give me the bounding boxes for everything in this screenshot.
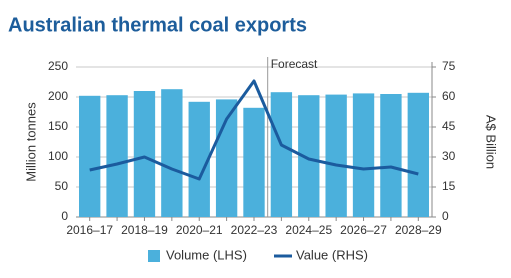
y2-tick-label: 15	[442, 179, 456, 193]
bar	[243, 107, 265, 217]
x-tick-label: 2018–19	[121, 223, 168, 237]
y2-tick-label: 0	[442, 209, 449, 223]
y-axis-title: Million tonnes	[23, 102, 38, 182]
x-tick-label: 2028–29	[395, 223, 442, 237]
y2-tick-label: 75	[442, 59, 456, 73]
y-tick-label: 200	[48, 89, 68, 103]
chart-title: Australian thermal coal exports	[8, 14, 307, 36]
line	[89, 79, 419, 181]
y-tick-label: 150	[48, 119, 68, 133]
x-tick-label: 2024–25	[285, 223, 332, 237]
bar	[133, 91, 156, 217]
y2-tick-label: 45	[442, 119, 456, 133]
legend-label: Volume (LHS)	[166, 247, 247, 262]
x-tick-label: 2022–23	[231, 223, 278, 237]
y-tick-label: 100	[48, 149, 68, 163]
y2-axis-title: A$ Billion	[484, 115, 499, 169]
x-tick-label: 2016–17	[66, 223, 113, 237]
y-tick-label: 50	[55, 179, 69, 193]
bar	[188, 101, 210, 217]
x-tick-label: 2020–21	[176, 223, 223, 237]
legend-label: Value (RHS)	[296, 247, 368, 262]
y-tick-label: 0	[61, 209, 68, 223]
x-tick-label: 2026–27	[340, 223, 387, 237]
legend-swatch	[148, 250, 160, 262]
bar	[106, 95, 128, 217]
bar	[407, 92, 429, 217]
bar	[325, 94, 347, 217]
y2-tick-label: 30	[442, 149, 456, 163]
y-tick-label: 250	[48, 59, 68, 73]
annotation: Forecast	[271, 57, 318, 71]
y2-tick-label: 60	[442, 89, 456, 103]
bar	[380, 94, 402, 217]
bar	[298, 95, 320, 217]
bar	[79, 95, 101, 217]
bar	[270, 92, 293, 217]
bar	[352, 93, 375, 217]
bar	[161, 89, 183, 217]
